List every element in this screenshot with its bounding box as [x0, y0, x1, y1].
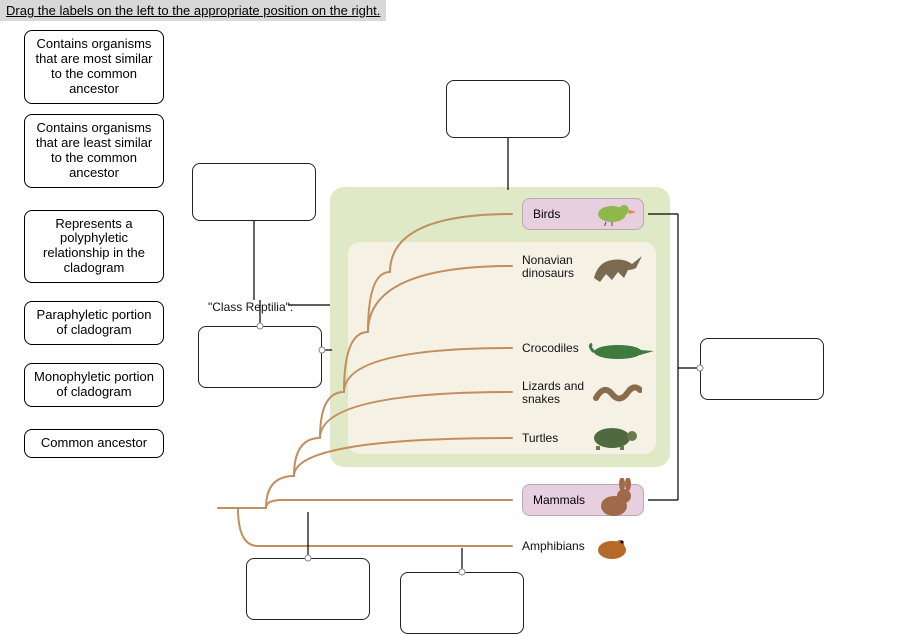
amphibians-label: Amphibians: [522, 540, 585, 553]
class-reptilia-label: "Class Reptilia":: [208, 300, 293, 314]
turtle-icon: [586, 422, 640, 450]
turtles-label: Turtles: [522, 432, 558, 445]
amphibian-icon: [592, 534, 632, 560]
left-label-column: Contains organisms that are most similar…: [24, 30, 164, 468]
drop-zone-2[interactable]: [446, 80, 570, 138]
drop-zone-1[interactable]: [192, 163, 316, 221]
nonavian-label: Nonavian dinosaurs: [522, 254, 592, 279]
draggable-label[interactable]: Monophyletic portion of cladogram: [24, 363, 164, 407]
draggable-label[interactable]: Paraphyletic portion of cladogram: [24, 301, 164, 345]
lizards-label: Lizards and snakes: [522, 380, 592, 405]
snake-icon: [592, 378, 642, 404]
rabbit-icon: [594, 478, 638, 518]
mammals-label: Mammals: [533, 493, 585, 507]
drop-zone-4[interactable]: [198, 326, 322, 388]
draggable-label[interactable]: Contains organisms that are most similar…: [24, 30, 164, 104]
drop-zone-5[interactable]: [246, 558, 370, 620]
draggable-label[interactable]: Common ancestor: [24, 429, 164, 458]
birds-label: Birds: [533, 207, 560, 221]
dinosaur-icon: [588, 250, 648, 286]
crocodiles-label: Crocodiles: [522, 342, 579, 355]
draggable-label[interactable]: Represents a polyphyletic relationship i…: [24, 210, 164, 284]
drop-zone-6[interactable]: [400, 572, 524, 634]
draggable-label[interactable]: Contains organisms that are least simila…: [24, 114, 164, 188]
instruction-text: Drag the labels on the left to the appro…: [0, 0, 386, 21]
drop-zone-3[interactable]: [700, 338, 824, 400]
cladogram-diagram: "Class Reptilia":: [180, 80, 880, 600]
bird-icon: [590, 200, 636, 226]
crocodile-icon: [588, 338, 654, 362]
